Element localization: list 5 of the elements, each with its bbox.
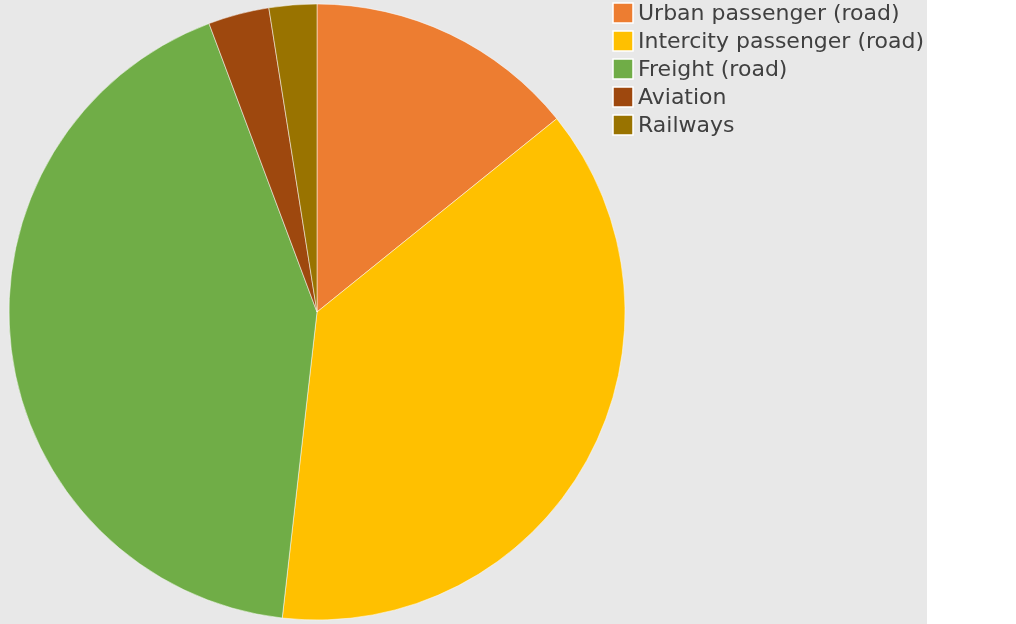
legend-label: Intercity passenger (road)	[638, 28, 925, 53]
legend-label: Urban passenger (road)	[638, 0, 900, 25]
legend-label: Railways	[638, 112, 735, 137]
legend-label: Freight (road)	[638, 56, 788, 81]
legend-label: Aviation	[638, 84, 727, 109]
